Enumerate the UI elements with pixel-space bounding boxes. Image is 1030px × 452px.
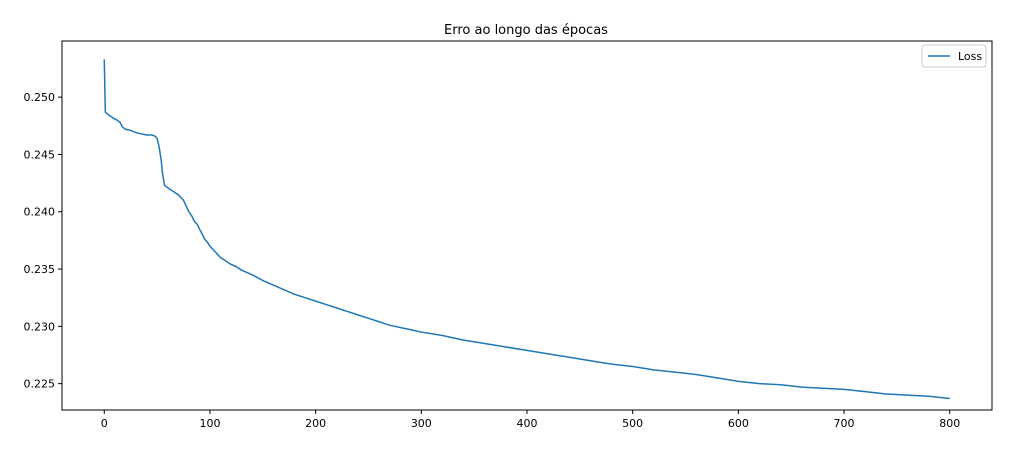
- legend-box: [921, 44, 987, 68]
- legend: Loss: [921, 44, 987, 68]
- plot-area: [103, 59, 950, 400]
- x-tick-label: 700: [834, 417, 855, 430]
- chart-title: Erro ao longo das épocas: [444, 23, 608, 38]
- x-axis-ticks: 0 100 200 300 400 500 600 700 800: [101, 410, 960, 430]
- y-tick-label: 0.230: [24, 320, 56, 333]
- legend-label-loss: Loss: [958, 50, 982, 63]
- series-line-loss: [103, 59, 950, 400]
- plot-frame: [61, 40, 993, 411]
- y-tick-label: 0.245: [24, 148, 56, 161]
- y-tick-label: 0.250: [24, 91, 56, 104]
- x-tick-label: 400: [517, 417, 538, 430]
- x-tick-label: 300: [411, 417, 432, 430]
- y-tick-label: 0.235: [24, 263, 56, 276]
- x-tick-label: 800: [939, 417, 960, 430]
- y-tick-label: 0.225: [24, 378, 56, 391]
- x-tick-label: 0: [101, 417, 108, 430]
- y-tick-label: 0.240: [24, 206, 56, 219]
- x-tick-label: 500: [622, 417, 643, 430]
- x-tick-label: 600: [728, 417, 749, 430]
- y-axis-ticks: 0.225 0.230 0.235 0.240 0.245 0.250: [24, 91, 62, 391]
- x-tick-label: 200: [305, 417, 326, 430]
- x-tick-label: 100: [199, 417, 220, 430]
